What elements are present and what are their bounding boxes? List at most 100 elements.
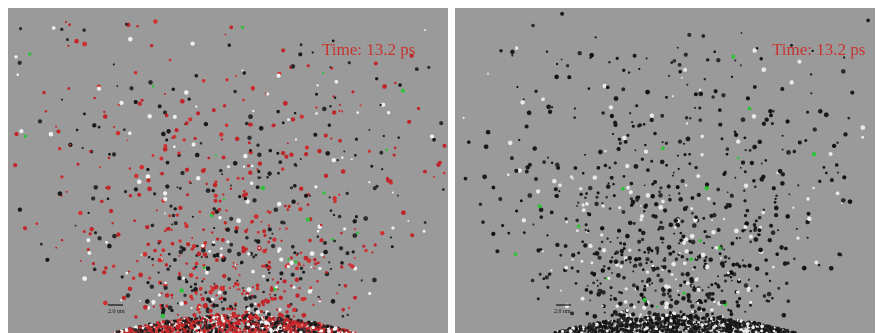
particle — [573, 116, 576, 119]
particle — [661, 265, 663, 267]
particle — [322, 72, 324, 74]
particle — [679, 252, 681, 254]
particle — [744, 311, 746, 313]
particle — [736, 290, 740, 294]
particle — [195, 105, 197, 107]
particle — [260, 221, 262, 223]
particle — [173, 115, 177, 119]
particle — [731, 280, 733, 282]
particle — [658, 193, 663, 198]
particle — [554, 194, 557, 197]
particle — [645, 262, 647, 264]
particle — [587, 285, 589, 287]
particle — [603, 321, 607, 325]
particle — [678, 242, 680, 244]
particle — [178, 273, 181, 276]
particle — [596, 292, 601, 297]
particle — [597, 191, 600, 194]
particle — [729, 310, 732, 313]
particle — [718, 230, 720, 232]
particle — [671, 273, 674, 276]
particle — [407, 220, 409, 222]
particle — [87, 212, 89, 214]
particle — [206, 188, 211, 193]
particle — [616, 57, 619, 60]
particle — [234, 304, 237, 307]
particle — [397, 136, 400, 139]
particle — [604, 312, 606, 314]
particle — [638, 249, 641, 252]
particle — [42, 91, 45, 94]
particle — [554, 187, 558, 191]
particle — [635, 149, 637, 151]
particle — [691, 212, 694, 215]
particle — [164, 282, 167, 285]
particle — [538, 204, 542, 208]
particle — [236, 264, 238, 266]
particle — [171, 137, 174, 140]
particle — [581, 240, 584, 243]
particle — [721, 137, 724, 140]
particle — [134, 100, 138, 104]
particle — [510, 50, 514, 54]
particle — [264, 320, 267, 323]
particle — [243, 190, 246, 193]
particle — [763, 294, 767, 298]
particle — [146, 243, 150, 247]
particle — [356, 232, 359, 235]
particle — [744, 136, 747, 139]
particle — [731, 76, 733, 78]
particle — [527, 193, 532, 198]
particle — [678, 70, 681, 73]
particle — [194, 283, 197, 286]
particle — [158, 293, 161, 296]
particle — [281, 322, 283, 324]
particle — [717, 323, 719, 325]
particle — [256, 321, 258, 323]
particle — [182, 319, 185, 322]
particle — [221, 138, 224, 141]
particle — [341, 156, 343, 158]
particle — [656, 306, 658, 308]
particle — [287, 319, 290, 322]
particle — [201, 297, 205, 301]
particle — [237, 252, 241, 256]
particle — [748, 279, 750, 281]
particle — [520, 199, 523, 202]
particle — [60, 175, 63, 178]
particle — [67, 87, 70, 90]
particle — [608, 61, 610, 63]
particle — [668, 288, 672, 292]
particle — [146, 326, 150, 330]
particle — [213, 183, 218, 188]
particle — [188, 317, 190, 319]
particle — [749, 235, 753, 239]
particle — [681, 179, 685, 183]
particle — [697, 302, 700, 305]
particle — [711, 312, 714, 315]
particle — [158, 104, 162, 108]
particle — [264, 298, 267, 301]
particle — [212, 189, 215, 192]
particle — [601, 268, 605, 272]
particle — [625, 164, 629, 168]
particle — [169, 205, 172, 208]
particle — [743, 190, 745, 192]
particle — [758, 248, 763, 253]
particle — [387, 111, 390, 114]
particle — [698, 256, 701, 259]
particle — [196, 245, 199, 248]
particle — [287, 142, 289, 144]
particle — [741, 229, 744, 232]
particle — [89, 150, 92, 153]
particle — [683, 329, 685, 331]
particle — [678, 168, 680, 170]
particle — [345, 251, 349, 255]
particle — [385, 149, 388, 152]
particle — [635, 198, 639, 202]
particle — [664, 321, 667, 324]
particle — [658, 190, 661, 193]
particle — [842, 175, 846, 179]
particle — [140, 254, 142, 256]
particle — [761, 67, 766, 72]
